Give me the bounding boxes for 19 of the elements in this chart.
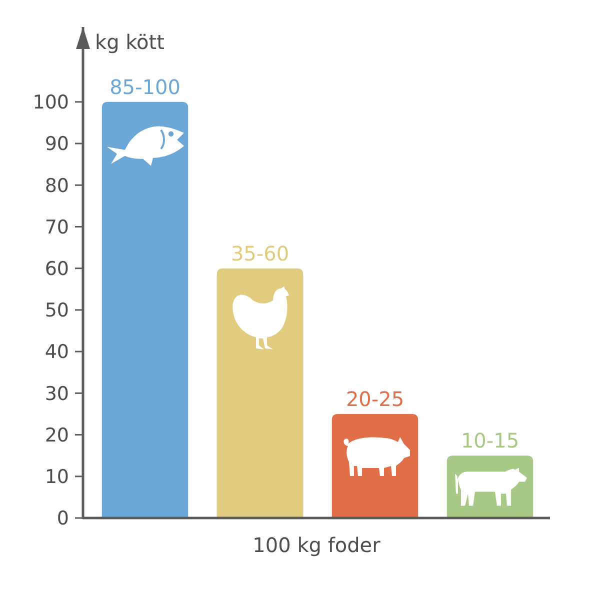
y-tick-label: 60: [44, 258, 69, 280]
y-tick-label: 50: [44, 300, 69, 322]
y-tick-label: 40: [44, 341, 69, 364]
data-label: 20-25: [346, 386, 404, 411]
y-tick-label: 70: [44, 216, 69, 238]
y-tick-label: 0: [56, 508, 69, 530]
y-tick-label: 30: [44, 382, 69, 405]
y-tick-label: 80: [44, 174, 69, 197]
y-tick-label: 20: [44, 424, 69, 446]
data-label: 10-15: [460, 428, 520, 453]
data-label: 85-100: [110, 74, 180, 99]
bar: [102, 102, 188, 518]
bar: [216, 268, 304, 518]
y-tick-label: 100: [32, 92, 69, 114]
y-tick-label: 90: [44, 133, 69, 156]
data-label: 35-60: [230, 241, 290, 266]
y-tick-label: 10: [44, 466, 69, 488]
y-axis-title: kg kött: [95, 30, 165, 54]
x-axis-title: 100 kg foder: [252, 533, 382, 557]
